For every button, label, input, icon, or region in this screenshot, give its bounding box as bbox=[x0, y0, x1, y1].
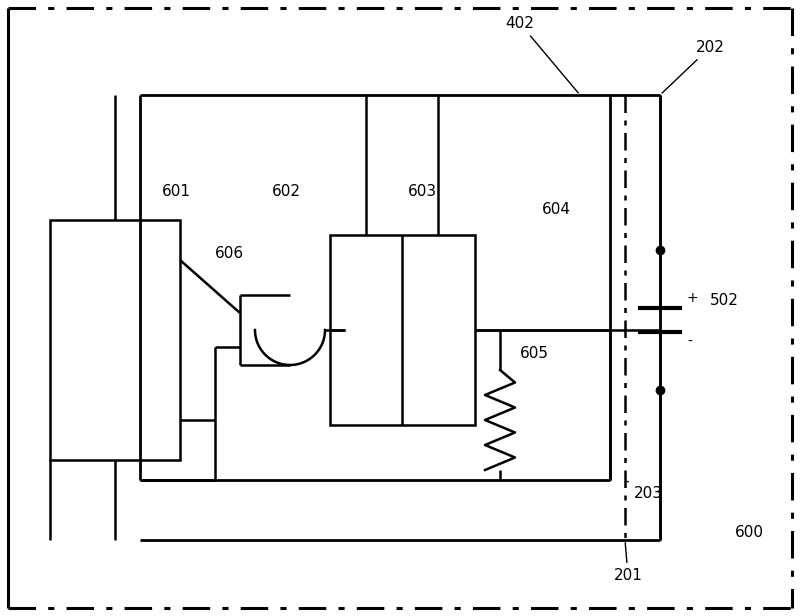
Text: 606: 606 bbox=[215, 246, 244, 261]
Text: 402: 402 bbox=[506, 16, 578, 93]
Bar bbox=[50, 220, 180, 460]
Text: 600: 600 bbox=[735, 525, 764, 540]
Text: 203: 203 bbox=[627, 482, 662, 501]
Text: 605: 605 bbox=[520, 346, 549, 361]
Text: -: - bbox=[687, 335, 692, 349]
Text: 201: 201 bbox=[614, 543, 642, 583]
Bar bbox=[330, 235, 475, 425]
Text: 603: 603 bbox=[408, 184, 437, 199]
Text: +: + bbox=[687, 291, 698, 305]
Text: 604: 604 bbox=[542, 202, 571, 217]
Text: 502: 502 bbox=[710, 293, 739, 308]
Text: 202: 202 bbox=[662, 40, 725, 93]
Text: 601: 601 bbox=[162, 184, 191, 199]
Text: 602: 602 bbox=[272, 184, 301, 199]
